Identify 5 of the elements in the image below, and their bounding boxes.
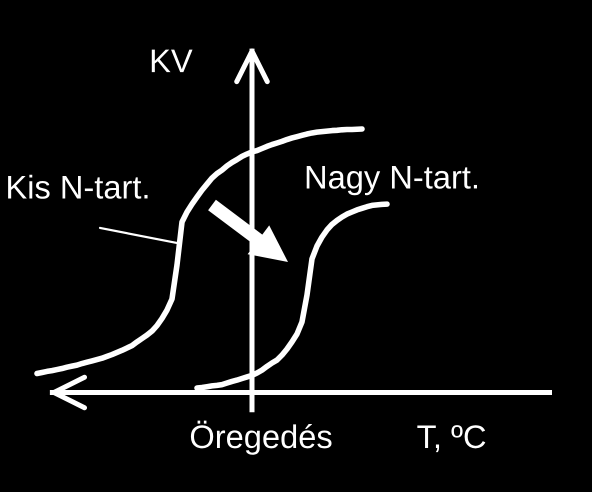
x-axis-title: T, ºC (417, 425, 486, 452)
series-label: Kis N-tart. (8, 174, 148, 199)
series-label: Nagy N-tart. (306, 166, 477, 196)
text: Öregedés (190, 420, 332, 455)
y-axis-title: KV (152, 50, 193, 72)
